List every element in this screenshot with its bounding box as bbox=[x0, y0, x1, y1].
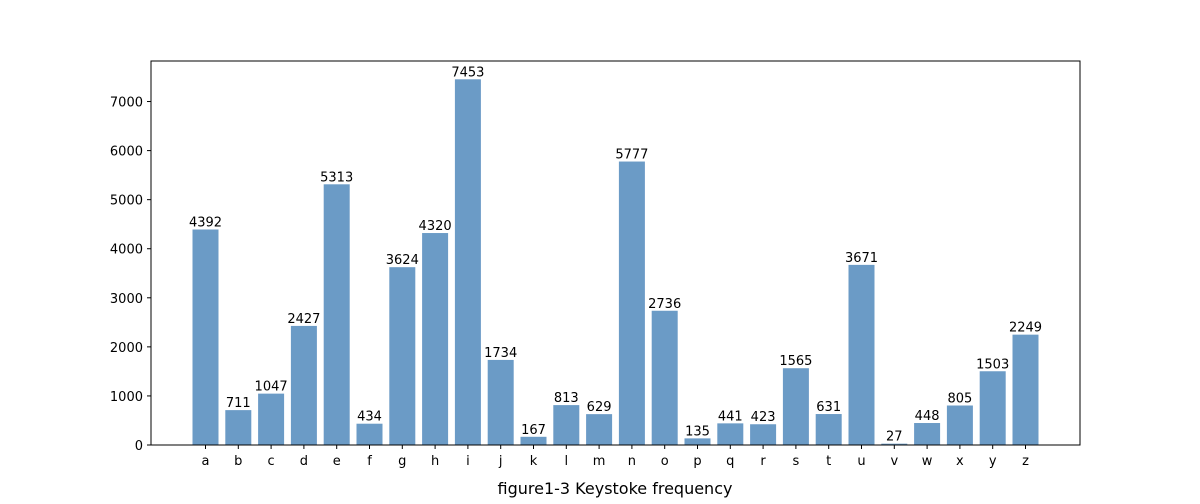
x-tick-label-b: b bbox=[234, 454, 242, 469]
bar-k bbox=[520, 436, 547, 445]
bar-y bbox=[979, 371, 1006, 445]
y-tick-label-0: 0 bbox=[135, 439, 143, 454]
bar-m bbox=[586, 414, 613, 445]
bar-r bbox=[750, 424, 777, 445]
data-label-p: 135 bbox=[685, 424, 710, 439]
bar-s bbox=[782, 368, 809, 445]
bar-i bbox=[454, 79, 481, 446]
data-label-z: 2249 bbox=[1009, 321, 1042, 336]
bar-o bbox=[651, 310, 678, 445]
bar-w bbox=[914, 423, 941, 445]
data-label-l: 813 bbox=[554, 391, 579, 406]
x-tick-label-e: e bbox=[333, 454, 341, 469]
bar-l bbox=[553, 405, 580, 445]
x-tick-label-x: x bbox=[956, 454, 964, 469]
data-label-n: 5777 bbox=[615, 148, 648, 163]
x-tick-label-d: d bbox=[300, 454, 308, 469]
x-tick-label-t: t bbox=[826, 454, 831, 469]
x-tick-label-i: i bbox=[466, 454, 470, 469]
bar-q bbox=[717, 423, 744, 445]
bar-u bbox=[848, 264, 875, 445]
data-label-m: 629 bbox=[587, 400, 612, 415]
bar-v bbox=[881, 443, 908, 445]
y-tick-label-2000: 2000 bbox=[110, 341, 143, 356]
data-label-a: 4392 bbox=[189, 215, 222, 230]
x-tick-label-y: y bbox=[989, 454, 997, 469]
y-tick-label-3000: 3000 bbox=[110, 292, 143, 307]
x-axis-label: figure1-3 Keystoke frequency bbox=[498, 479, 733, 498]
y-tick-label-4000: 4000 bbox=[110, 243, 143, 258]
x-tick-label-u: u bbox=[857, 454, 865, 469]
data-label-w: 448 bbox=[915, 409, 940, 424]
x-tick-label-h: h bbox=[431, 454, 439, 469]
bar-z bbox=[1012, 334, 1039, 445]
bar-b bbox=[225, 410, 252, 445]
bar-c bbox=[258, 393, 285, 445]
data-label-j: 1734 bbox=[484, 346, 517, 361]
bar-h bbox=[422, 233, 449, 445]
data-label-c: 1047 bbox=[255, 380, 288, 395]
y-tick-label-6000: 6000 bbox=[110, 145, 143, 160]
x-tick-label-m: m bbox=[593, 454, 606, 469]
x-tick-label-a: a bbox=[202, 454, 210, 469]
data-label-t: 631 bbox=[816, 400, 841, 415]
y-tick-label-5000: 5000 bbox=[110, 194, 143, 209]
x-tick-label-w: w bbox=[922, 454, 933, 469]
x-tick-label-q: q bbox=[726, 454, 734, 469]
data-label-s: 1565 bbox=[779, 354, 812, 369]
x-tick-label-r: r bbox=[760, 454, 766, 469]
data-label-r: 423 bbox=[751, 410, 776, 425]
data-label-f: 434 bbox=[357, 410, 382, 425]
x-tick-label-z: z bbox=[1022, 454, 1029, 469]
bars-layer bbox=[192, 79, 1039, 446]
x-tick-label-o: o bbox=[661, 454, 669, 469]
bar-g bbox=[389, 267, 416, 445]
bar-j bbox=[487, 359, 514, 445]
x-tick-label-g: g bbox=[398, 454, 406, 469]
x-tick-label-s: s bbox=[793, 454, 800, 469]
bar-a bbox=[192, 229, 219, 445]
bar-x bbox=[946, 405, 973, 445]
x-tick-label-l: l bbox=[564, 454, 568, 469]
data-label-h: 4320 bbox=[419, 219, 452, 234]
x-tick-label-p: p bbox=[693, 454, 701, 469]
data-label-v: 27 bbox=[886, 430, 903, 445]
x-tick-label-c: c bbox=[268, 454, 275, 469]
data-label-b: 711 bbox=[226, 396, 251, 411]
data-labels-layer: 4392 711 1047 2427 5313 434 3624 4320 7453 1734 16… bbox=[189, 65, 1042, 444]
axes-layer: a b c d e f g h i j k l m n o p q r s t u v w x y z 0 1000 2000 3000 4… bbox=[110, 60, 1081, 469]
data-label-g: 3624 bbox=[386, 253, 419, 268]
bar-f bbox=[356, 423, 383, 445]
x-tick-label-v: v bbox=[890, 454, 898, 469]
bar-n bbox=[618, 161, 645, 446]
data-label-i: 7453 bbox=[451, 65, 484, 80]
bar-p bbox=[684, 438, 711, 445]
data-label-d: 2427 bbox=[287, 312, 320, 327]
data-label-y: 1503 bbox=[976, 357, 1009, 372]
bar-d bbox=[290, 325, 317, 445]
x-tick-label-f: f bbox=[367, 454, 372, 469]
x-tick-label-j: j bbox=[498, 454, 503, 469]
bar-t bbox=[815, 414, 842, 445]
plot-frame bbox=[150, 60, 1081, 446]
x-tick-label-k: k bbox=[530, 454, 538, 469]
data-label-o: 2736 bbox=[648, 297, 681, 312]
x-tick-label-n: n bbox=[628, 454, 636, 469]
data-label-x: 805 bbox=[947, 392, 972, 407]
data-label-u: 3671 bbox=[845, 251, 878, 266]
data-label-q: 441 bbox=[718, 409, 743, 424]
data-label-k: 167 bbox=[521, 423, 546, 438]
data-label-e: 5313 bbox=[320, 170, 353, 185]
y-tick-label-1000: 1000 bbox=[110, 390, 143, 405]
y-tick-label-7000: 7000 bbox=[110, 96, 143, 111]
bar-e bbox=[323, 184, 350, 445]
